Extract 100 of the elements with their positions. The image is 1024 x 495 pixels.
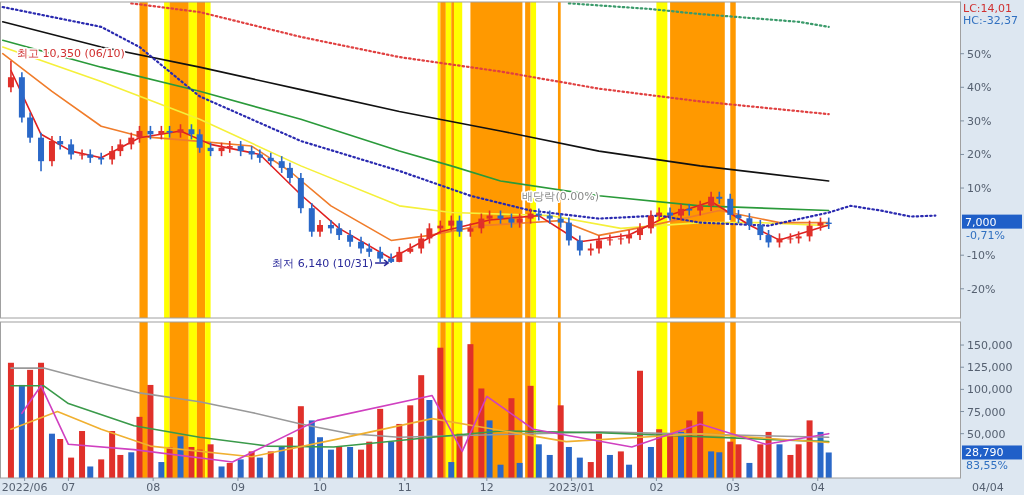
bar [377,408,384,478]
line-series [21,385,830,463]
bar [297,406,304,478]
candlestick [366,242,373,258]
bar [426,400,433,478]
candlestick [806,219,813,243]
bar [565,446,572,478]
bar [407,405,414,478]
bar [128,452,135,478]
bar [336,446,343,478]
bar [27,369,34,478]
candlestick [576,234,583,257]
candlestick [667,206,674,222]
bar [587,462,594,478]
text: 04/04 [972,481,1004,494]
y-tick-label: -20% [967,282,996,296]
y-tick-label: 40% [967,81,992,95]
bar [158,462,165,478]
candlestick [478,212,485,235]
bar [109,431,116,478]
text: LC:14,01 [963,2,1013,15]
text: -0,71% [966,228,1005,242]
candlestick [286,162,293,184]
bar [617,451,624,478]
y-tick-label: 75,000 [967,405,1006,419]
bar [576,457,583,478]
x-tick-label: 2022/06 [1,481,48,494]
bar [508,398,515,478]
bar [497,464,504,478]
candlestick [308,202,315,238]
y-tick-label: 50,000 [967,427,1006,441]
line-series [130,2,830,116]
y-tick-label: 30% [967,114,992,128]
candlestick [57,135,64,151]
x-tick-label: 2023/01 [548,481,595,494]
bar [7,362,14,478]
bar [388,441,395,478]
bar [226,462,233,478]
bar [746,462,753,478]
bar [38,362,45,478]
bar [626,464,633,478]
candlestick [226,140,233,154]
x-tick-label: 09 [230,481,245,494]
bar [787,454,794,478]
bar [667,433,674,478]
bar [776,444,783,478]
candlestick [27,111,34,144]
x-tick-label: 03 [725,481,740,494]
x-tick-label: 08 [146,481,161,494]
line-series [10,69,830,260]
y-tick-label: 10% [967,182,992,196]
bar [358,449,365,478]
candlestick [426,222,433,245]
y-tick-label: 125,000 [967,361,1013,375]
candlestick [87,148,94,164]
candlestick [79,148,86,161]
line-series [1,5,937,227]
bar [795,444,802,478]
bar [546,454,553,478]
line-series [10,410,830,458]
bar [218,466,225,478]
candlestick [606,233,613,247]
x-tick-label: 04 [810,481,825,494]
text: 28,790 [965,446,1004,460]
text: 7,000 [965,215,997,229]
line-series [10,385,830,448]
bar [637,370,643,478]
candlestick [418,232,425,255]
bar [286,437,293,478]
y-tick-label: 150,000 [967,339,1013,353]
bar [806,420,813,478]
y-tick-label: -10% [967,249,996,263]
y-tick-label: 50% [967,47,992,61]
bar [48,433,55,478]
candlestick [68,138,75,161]
candlestick [256,148,263,164]
candlestick [757,219,764,241]
bar [595,433,602,478]
bar [117,454,124,478]
candlestick [109,145,116,166]
candlestick [617,232,624,246]
candlestick [595,234,602,255]
candlestick [647,209,654,235]
bar [448,462,455,478]
x-tick-label: 07 [61,481,76,494]
x-tick-label: 02 [649,481,664,494]
bar [708,451,715,478]
bar [237,459,244,478]
x-tick-label: 10 [313,481,327,494]
candlestick [7,59,14,94]
x-tick-label: 11 [397,481,412,494]
bar [79,431,86,478]
bar [18,384,25,478]
bar [327,449,334,478]
bar [735,444,742,478]
bar [727,441,734,478]
bar [87,466,94,478]
candlestick [327,219,334,235]
y-tick-label: 20% [967,148,992,162]
line-series [10,367,830,439]
